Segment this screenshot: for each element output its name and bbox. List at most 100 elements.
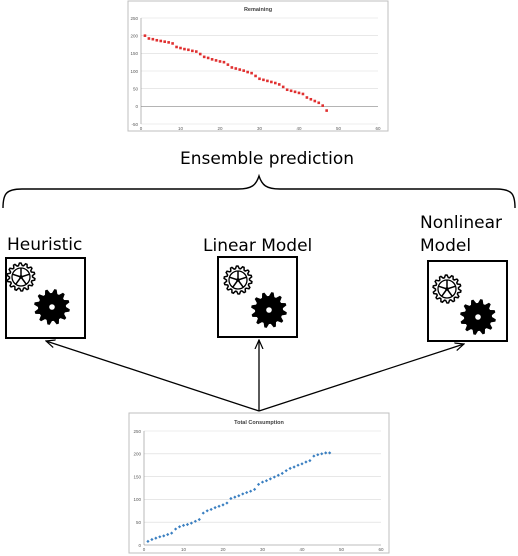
y-tick-label: 250 <box>130 16 138 21</box>
data-point <box>308 459 312 463</box>
data-point <box>205 509 209 513</box>
data-point <box>266 79 269 83</box>
gears-icon <box>223 265 253 295</box>
data-point <box>321 104 324 107</box>
data-point <box>226 63 230 66</box>
data-point <box>233 495 237 499</box>
total-consumption-chart-title: Total Consumption <box>234 420 284 426</box>
arrow-to-nonlinear-model <box>258 344 464 412</box>
gear-hub <box>475 314 481 320</box>
y-tick-label: 150 <box>133 474 141 479</box>
data-point <box>175 45 178 49</box>
data-point <box>189 521 193 525</box>
data-point <box>254 74 257 78</box>
data-point <box>218 60 222 63</box>
data-point <box>297 91 301 95</box>
data-point <box>246 70 249 74</box>
data-point <box>293 90 297 94</box>
data-point <box>325 109 328 112</box>
gears-icon <box>460 299 496 335</box>
data-point <box>181 523 186 527</box>
x-tick-label: 30 <box>260 547 266 552</box>
data-point <box>285 88 289 92</box>
data-point <box>284 469 288 473</box>
data-point <box>264 479 269 483</box>
linear-model-box <box>217 256 298 338</box>
y-tick-label: 100 <box>133 497 141 502</box>
y-tick-label: 200 <box>133 452 141 457</box>
x-tick-label: 30 <box>257 126 263 131</box>
total-consumption-chart-frame <box>128 412 390 554</box>
x-tick-label: 60 <box>375 126 381 131</box>
y-tick-label: 50 <box>133 86 139 91</box>
arrow-to-heuristic <box>46 341 260 412</box>
ensemble-label: Ensemble prediction <box>180 149 355 169</box>
data-point <box>260 480 265 484</box>
data-point <box>213 506 217 510</box>
data-point <box>201 511 205 515</box>
gear-hub <box>236 278 240 282</box>
x-tick-label: 10 <box>181 547 187 552</box>
data-point <box>166 532 170 537</box>
data-point <box>151 37 155 41</box>
remaining-chart-frame <box>127 0 389 132</box>
data-point <box>289 89 293 93</box>
data-point <box>163 40 166 43</box>
data-point <box>305 96 309 99</box>
ensemble-brace <box>2 173 516 209</box>
data-point <box>292 465 296 469</box>
data-point <box>262 78 265 82</box>
data-point <box>143 34 147 37</box>
y-tick-label: 150 <box>130 51 138 56</box>
data-point <box>274 81 277 85</box>
data-point <box>183 47 186 51</box>
data-point <box>281 85 285 89</box>
data-point <box>229 496 233 501</box>
data-point <box>253 487 257 491</box>
data-point <box>150 537 154 542</box>
data-point <box>245 490 249 495</box>
nonlinear-label-line2: Model <box>420 236 472 256</box>
data-point <box>313 99 317 103</box>
data-point <box>320 452 324 456</box>
total-consumption-chart-plot: 0 50 100 150 200 250 0 10 20 30 40 50 60 <box>133 429 384 552</box>
data-point <box>249 489 253 493</box>
data-point <box>206 56 210 60</box>
data-point <box>270 80 273 84</box>
x-tick-label: 0 <box>143 547 146 552</box>
x-tick-label: 50 <box>339 547 345 552</box>
remaining-chart-title: Remaining <box>244 7 272 13</box>
data-point <box>191 49 194 53</box>
data-point <box>146 539 150 543</box>
data-point <box>202 55 206 59</box>
gears-icon <box>251 292 287 328</box>
gear-hub <box>445 287 449 291</box>
data-point <box>256 482 261 486</box>
heuristic-label: Heuristic <box>7 235 83 255</box>
data-point <box>193 519 197 523</box>
data-point <box>221 503 225 507</box>
x-tick-label: 50 <box>336 126 342 131</box>
y-tick-label: 200 <box>130 33 138 38</box>
data-point <box>230 66 234 69</box>
data-point <box>225 501 229 505</box>
data-point <box>276 473 280 477</box>
data-point <box>197 517 201 522</box>
data-point <box>234 67 238 70</box>
data-point <box>155 38 159 42</box>
data-point <box>280 471 284 476</box>
x-tick-label: 60 <box>378 547 384 552</box>
data-point <box>214 59 218 62</box>
data-point <box>250 71 253 75</box>
gear-hub <box>49 304 55 310</box>
data-point <box>324 451 328 455</box>
data-point <box>171 42 174 45</box>
linear-model-label: Linear Model <box>203 236 313 256</box>
y-tick-label: 100 <box>130 69 138 74</box>
y-tick-label: 250 <box>133 429 141 434</box>
data-point <box>296 463 300 467</box>
gears-icon <box>34 289 70 325</box>
